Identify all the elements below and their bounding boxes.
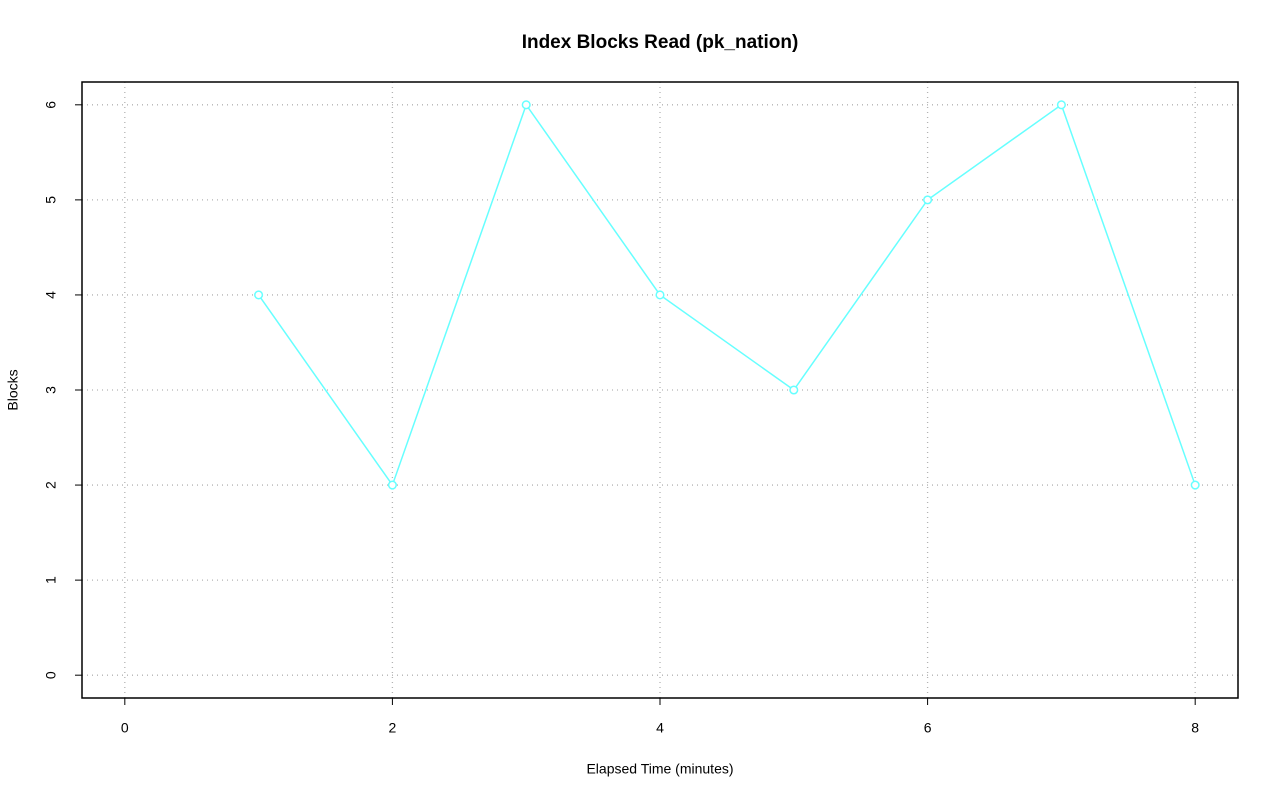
y-tick-label: 5 (43, 196, 59, 204)
data-point (1190, 480, 1200, 490)
x-tick-label: 6 (924, 720, 932, 736)
data-line (257, 103, 1196, 487)
y-tick-label: 3 (43, 386, 59, 394)
plot-frame (81, 81, 1239, 699)
x-tick-label: 4 (656, 720, 664, 736)
y-axis-label: Blocks (5, 369, 21, 410)
data-point (789, 385, 799, 395)
data-point (1056, 100, 1066, 110)
y-tick-label: 6 (43, 101, 59, 109)
chart-title: Index Blocks Read (pk_nation) (522, 32, 799, 53)
y-tick-label: 1 (43, 576, 59, 584)
x-axis-label: Elapsed Time (minutes) (586, 761, 733, 777)
y-tick-label: 0 (43, 671, 59, 679)
x-tick-label: 8 (1191, 720, 1199, 736)
x-tick-label: 0 (121, 720, 129, 736)
y-tick-label: 2 (43, 481, 59, 489)
data-point (923, 195, 933, 205)
data-point (521, 100, 531, 110)
data-point (387, 480, 397, 490)
x-tick-label: 2 (389, 720, 397, 736)
y-tick-label: 4 (43, 291, 59, 299)
data-point (655, 290, 665, 300)
data-point (254, 290, 264, 300)
